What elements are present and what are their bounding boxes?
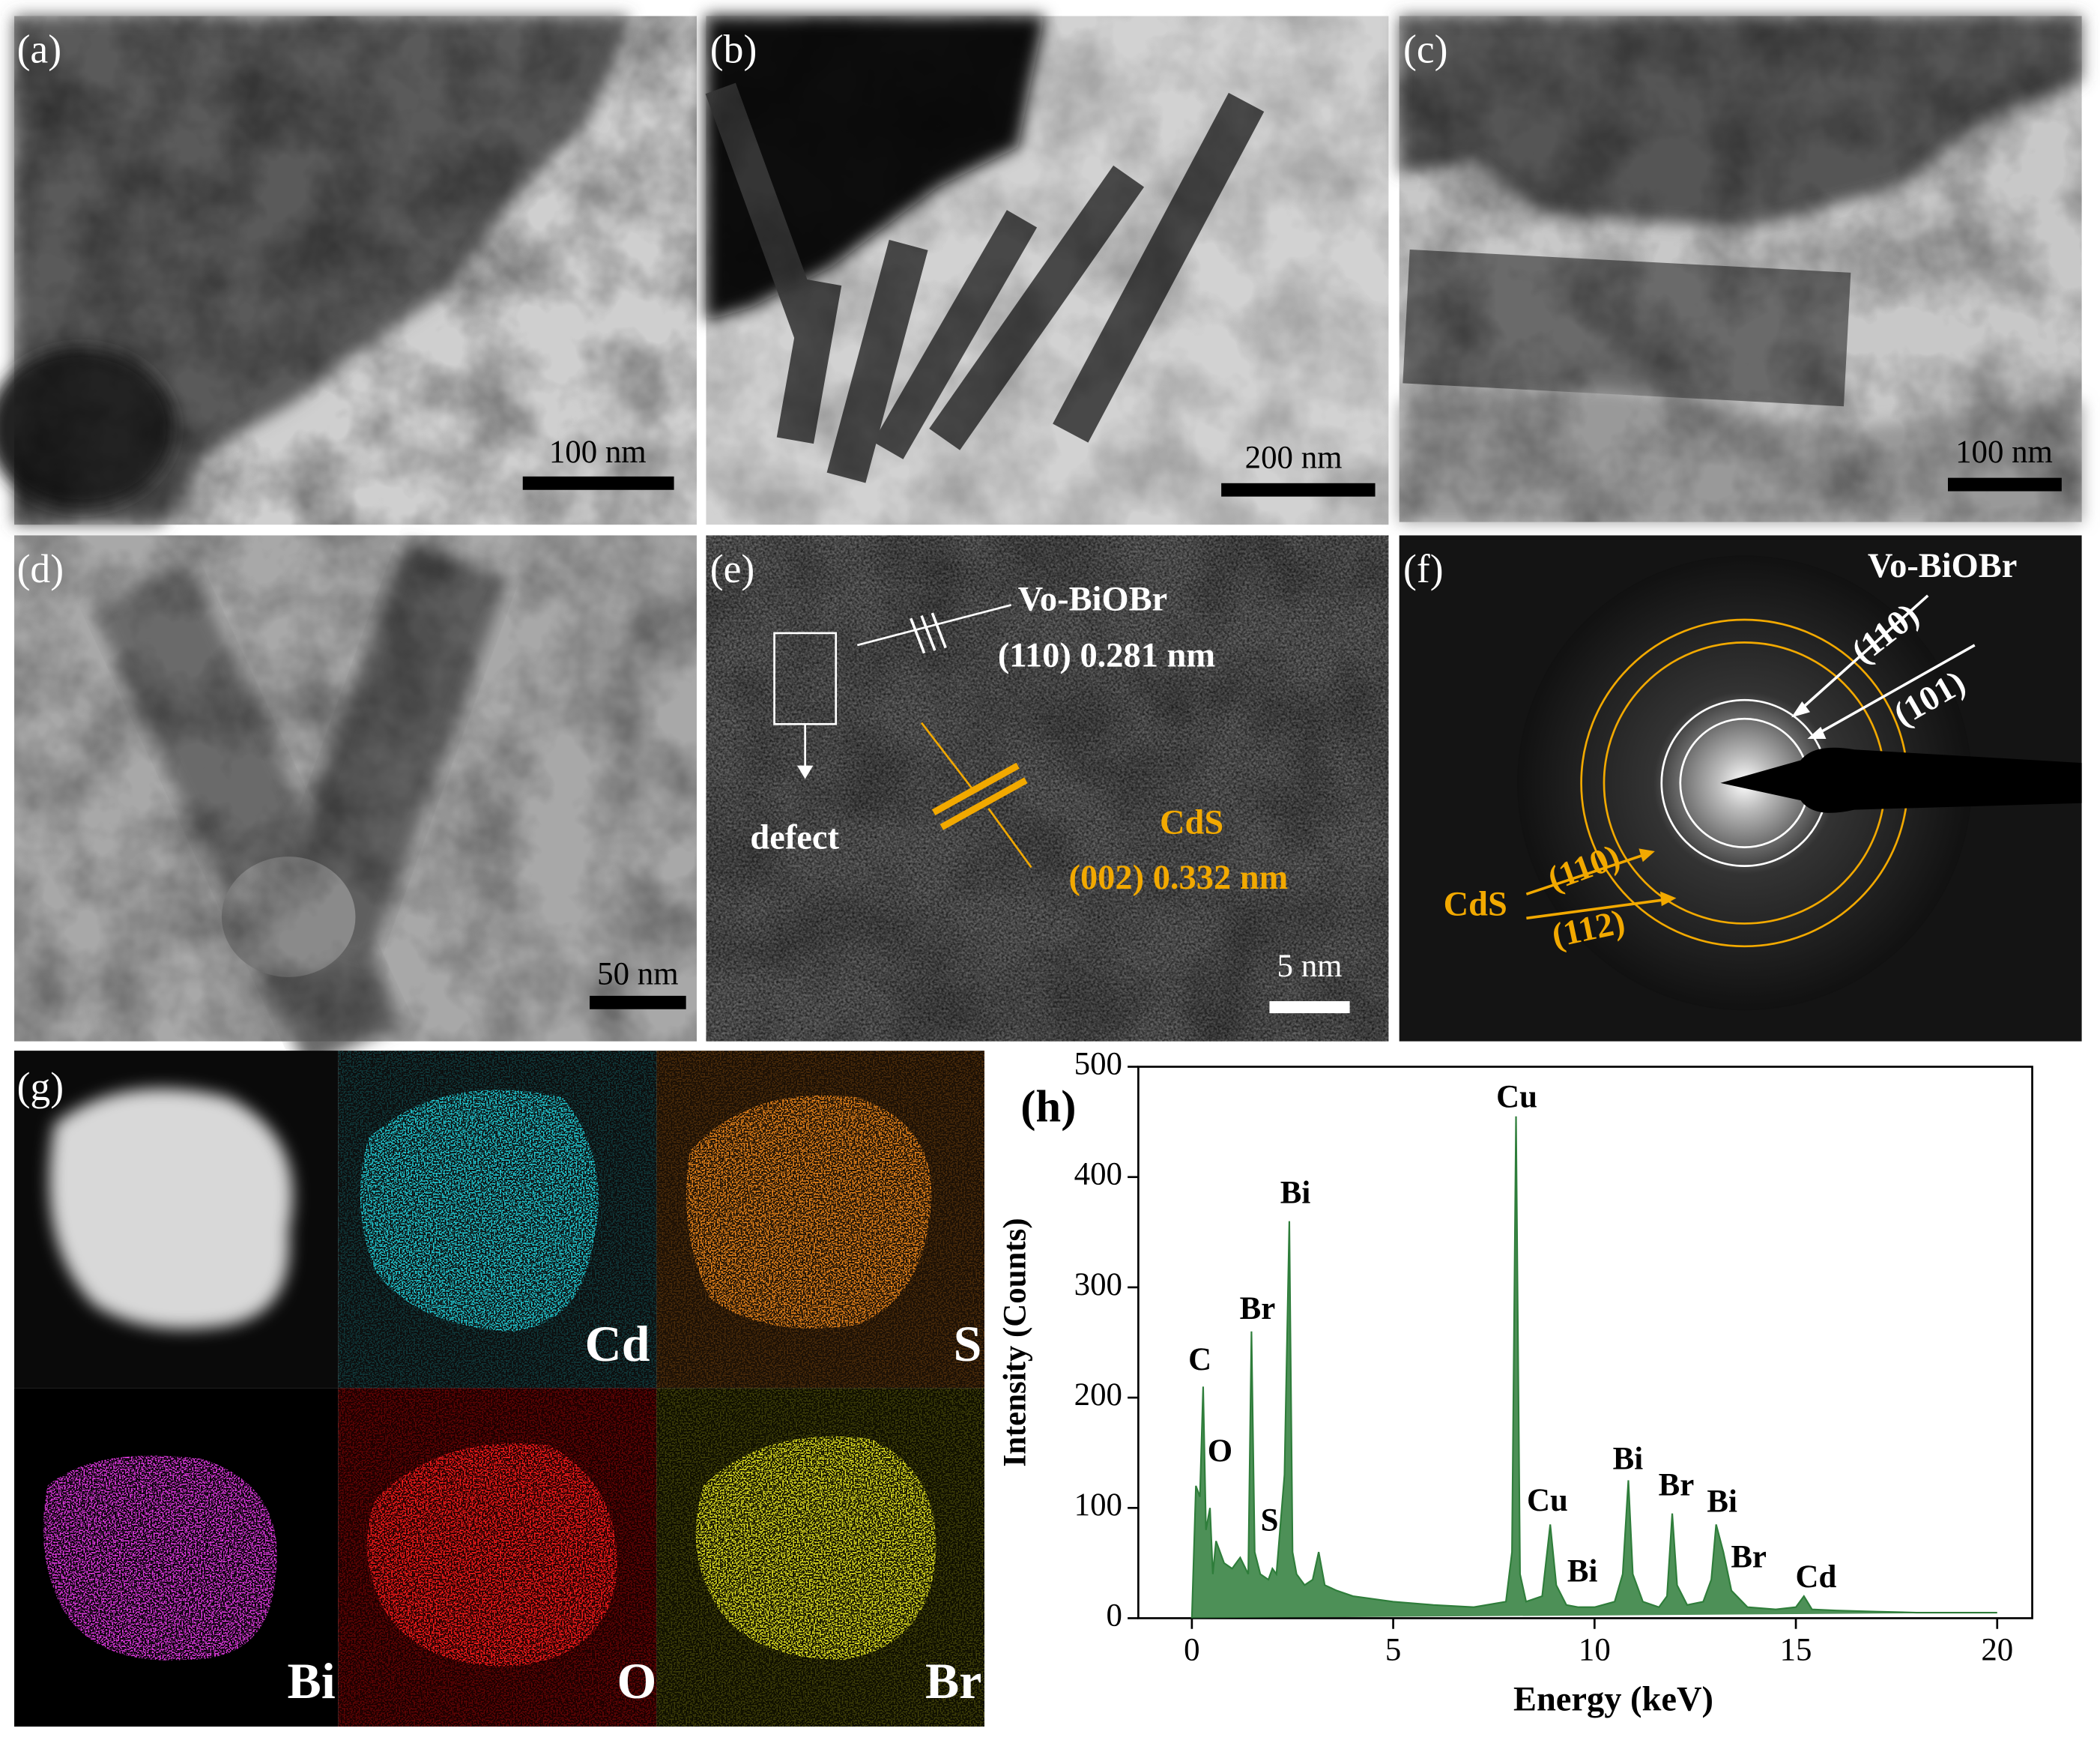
image-shape [856,604,1012,647]
image-shape [14,535,697,1042]
annotation: defect [750,818,839,857]
image-shape [987,808,1032,869]
element-label: Cd [585,1316,650,1372]
annotation: Vo-BiOBr [1018,580,1168,618]
image-shape [43,1455,277,1661]
peak-label: Bi [1613,1441,1644,1476]
peak-label: Br [1659,1468,1695,1503]
image-shape [366,1443,617,1667]
peak-label: Br [1240,1291,1276,1326]
panel-label: (e) [710,546,754,591]
image-shape [931,762,1020,816]
image-shape [1269,1001,1350,1014]
scale-bar-label: 5 nm [1277,949,1343,984]
image-shape [1526,898,1668,920]
panel-b: (b) 200 nm [705,16,1389,525]
panel-e: (e) defect Vo-BiOBr (110) 0.281 nm CdS (… [706,535,1389,1042]
chart-title: (h) [1020,1081,1076,1132]
x-tick-label: 20 [1981,1633,2013,1668]
x-axis-label: Energy (keV) [1513,1681,1713,1719]
image-shape [920,614,936,651]
image-shape [522,476,674,490]
panel-label: (d) [17,546,64,591]
annotation: (110) 0.281 nm [998,636,1215,674]
peak-label: Cd [1796,1559,1837,1595]
y-tick-label: 400 [1074,1157,1122,1192]
panel-label: (f) [1403,546,1444,591]
x-tick-label: 15 [1780,1633,1812,1668]
image-shape [1800,594,1929,710]
image-shape [14,16,697,525]
peak-label: Bi [1280,1176,1311,1211]
image-shape [939,777,1028,830]
image-shape [1659,891,1677,907]
image-shape [1948,477,2062,492]
x-tick-label: 10 [1579,1633,1611,1668]
scale-bar-label: 50 nm [597,957,678,992]
scale-bar-label: 200 nm [1245,440,1343,475]
image-shape [695,1436,936,1660]
element-label: Bi [288,1653,336,1709]
image-shape [590,995,686,1009]
image-shape [706,535,1389,1042]
scale-bar-label: 100 nm [1955,435,2053,470]
x-tick-label: 0 [1184,1633,1199,1668]
image-shape [1817,644,1976,735]
annotation: CdS [1160,804,1223,842]
peak-label: Br [1731,1539,1767,1574]
image-shape [920,722,976,794]
panel-c: (c) 100 nm [1399,16,2082,522]
peak-label: Cu [1496,1080,1537,1115]
peak-label: Bi [1567,1553,1598,1589]
panel-label: (c) [1403,27,1447,72]
peak-label: O [1208,1434,1232,1469]
image-shape [1525,852,1647,895]
image-shape [686,1095,932,1329]
image-shape [706,16,1389,525]
spectrum [1190,1116,1997,1619]
image-shape [931,612,947,649]
image-shape [796,765,814,779]
peak-label: Cu [1527,1483,1568,1518]
panel-label: (g) [17,1064,64,1109]
image-shape [1807,726,1827,739]
image-shape [1399,16,2082,522]
image-shape [910,617,926,654]
y-tick-label: 300 [1074,1267,1122,1302]
panel-a: (a) 100 nm [0,16,697,525]
panel-label: (a) [17,27,61,72]
y-tick-label: 100 [1074,1487,1122,1523]
image-shape [360,1090,599,1332]
image-shape [1221,483,1376,497]
image-shape [1791,701,1811,718]
image-shape [1638,848,1655,863]
image-shape [1720,747,2082,813]
element-label: Br [925,1653,981,1709]
panel-g: (g) Cd S Bi O Br [14,1051,984,1727]
panel-f: Vo-BiOBr (110) (101) CdS (110) (112) (f) [1399,535,2082,1042]
y-axis-label: Intensity (Counts) [997,1218,1032,1466]
peak-label: C [1188,1342,1211,1377]
peak-label: Bi [1707,1484,1737,1520]
annotation: Vo-BiOBr [1868,547,2018,585]
y-tick-label: 0 [1107,1598,1122,1633]
element-label: O [617,1653,657,1709]
annotation: CdS [1444,886,1507,924]
y-tick-label: 500 [1074,1046,1122,1081]
panel-d: (d) 50 nm [14,535,697,1069]
panel-label: (b) [710,27,757,72]
scale-bar-label: 100 nm [549,435,647,470]
image-shape [49,1088,293,1329]
eds-chart: Energy (keV) Intensity (Counts) (h) 0 5 10… [997,1046,2033,1719]
element-label: S [954,1316,982,1372]
peak-label: S [1261,1503,1279,1538]
x-tick-label: 5 [1385,1633,1401,1668]
annotation: (002) 0.332 nm [1069,859,1289,897]
y-tick-label: 200 [1074,1377,1122,1413]
